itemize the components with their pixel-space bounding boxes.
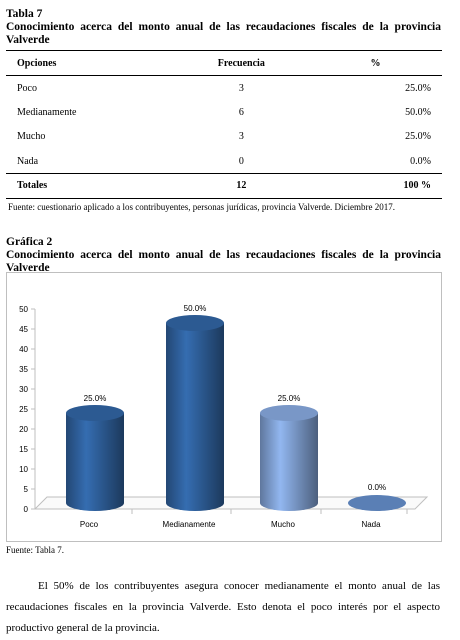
row-frequency: 3	[238, 82, 244, 94]
y-tick-label: 20	[19, 425, 28, 434]
figure-caption: Conocimiento acerca del monto anual de l…	[6, 249, 441, 274]
y-tick-label: 25	[19, 405, 28, 414]
bar-chart: 0 5 10 15 20 25 30 35 40 45 50 25.0% Poco 50.0% Median…	[6, 272, 442, 542]
x-tick-label: Nada	[361, 520, 381, 529]
table-total-row: Totales 12 100 %	[6, 173, 442, 199]
table-row: Mucho 3 25.0%	[6, 125, 442, 150]
row-option: Nada	[17, 155, 39, 167]
total-frequency: 12	[173, 173, 310, 199]
figure-label: Gráfica 2	[6, 236, 53, 248]
total-percent: 100 %	[309, 173, 442, 199]
row-percent: 50.0%	[405, 106, 431, 118]
frequency-table: Opciones Frecuencia % Poco 3 25.0% Media…	[6, 51, 442, 199]
y-tick-label: 45	[19, 325, 28, 334]
table-source: Fuente: cuestionario aplicado a los cont…	[8, 202, 395, 212]
table-row: Nada 0 0.0%	[6, 149, 442, 174]
table-row: Poco 3 25.0%	[6, 76, 442, 101]
y-tick-label: 5	[24, 485, 29, 494]
header-frequency: Frecuencia	[173, 51, 310, 76]
table-row: Medianamente 6 50.0%	[6, 100, 442, 125]
y-tick-label: 40	[19, 345, 28, 354]
x-tick-label: Poco	[80, 520, 99, 529]
x-tick-label: Mucho	[271, 520, 296, 529]
y-tick-label: 50	[19, 305, 28, 314]
figure-source: Fuente: Tabla 7.	[6, 545, 64, 555]
row-percent: 0.0%	[410, 155, 431, 167]
total-label: Totales	[6, 173, 174, 199]
data-label: 25.0%	[84, 394, 107, 403]
row-option: Medianamente	[17, 106, 77, 118]
y-tick-label: 10	[19, 465, 28, 474]
table-label: Tabla 7	[6, 8, 43, 20]
bar	[66, 413, 124, 511]
body-paragraph: El 50% de los contribuyentes asegura con…	[6, 580, 440, 634]
bar	[166, 323, 224, 511]
y-tick-label: 30	[19, 385, 28, 394]
y-tick-label: 15	[19, 445, 28, 454]
row-percent: 25.0%	[405, 131, 431, 143]
row-frequency: 3	[238, 131, 244, 143]
row-option: Poco	[17, 82, 37, 94]
header-options: Opciones	[6, 51, 174, 76]
row-frequency: 0	[238, 155, 244, 167]
row-percent: 25.0%	[405, 82, 431, 94]
row-frequency: 6	[238, 106, 244, 118]
bar-top	[166, 315, 224, 331]
x-tick-label: Medianamente	[163, 520, 216, 529]
bar	[260, 413, 318, 511]
data-label: 0.0%	[368, 483, 386, 492]
bar	[348, 495, 406, 511]
table-header-row: Opciones Frecuencia %	[6, 51, 442, 76]
bar-chart-svg: 0 5 10 15 20 25 30 35 40 45 50 25.0% Poco 50.0% Median…	[19, 304, 429, 529]
table-caption: Conocimiento acerca del monto anual de l…	[6, 21, 441, 46]
table-top-rule	[6, 50, 442, 51]
data-label: 25.0%	[278, 394, 301, 403]
data-label: 50.0%	[184, 304, 207, 313]
y-tick-label: 35	[19, 365, 28, 374]
bar-top	[260, 405, 318, 421]
y-tick-label: 0	[24, 505, 29, 514]
row-option: Mucho	[17, 131, 46, 143]
bar-top	[66, 405, 124, 421]
header-percent: %	[309, 51, 442, 76]
